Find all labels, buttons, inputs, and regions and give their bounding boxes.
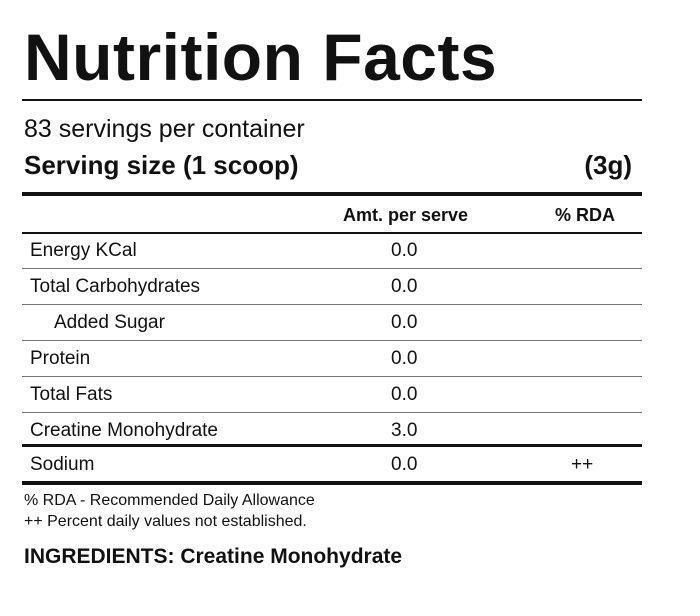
nutrient-amount: 0.0 (391, 348, 418, 369)
servings-per-container: 83 servings per container (24, 115, 305, 143)
nutrient-table: Energy KCal 0.0 Total Carbohydrates 0.0 … (22, 233, 642, 449)
nutrient-amount: 0.0 (391, 454, 418, 475)
table-row: Sodium 0.0 ++ (22, 448, 642, 482)
nutrient-name: Protein (30, 348, 91, 369)
nutrient-name: Total Carbohydrates (30, 276, 201, 297)
row-divider (22, 303, 642, 305)
footnote-rda: % RDA - Recommended Daily Allowance (24, 492, 315, 509)
table-row: Total Fats 0.0 (22, 377, 642, 413)
nutrient-name: Total Fats (30, 384, 113, 405)
header-divider (22, 232, 642, 234)
sodium-top-divider (22, 444, 642, 447)
row-divider (22, 267, 642, 269)
nutrition-facts-label: Nutrition Facts 83 servings per containe… (22, 0, 642, 616)
row-divider (22, 375, 642, 377)
nutrient-name: Creatine Monohydrate (30, 420, 218, 441)
serving-divider (22, 192, 642, 196)
table-row: Energy KCal 0.0 (22, 233, 642, 269)
nutrient-amount: 3.0 (391, 420, 418, 441)
table-row: Total Carbohydrates 0.0 (22, 269, 642, 305)
nutrient-amount: 0.0 (391, 276, 418, 297)
serving-size-label: Serving size (1 scoop) (24, 150, 299, 180)
label-title: Nutrition Facts (24, 20, 498, 94)
nutrient-name: Added Sugar (54, 312, 165, 333)
table-row: Creatine Monohydrate 3.0 (22, 413, 642, 449)
row-divider (22, 339, 642, 341)
amount-column-header: Amt. per serve (343, 205, 469, 225)
sodium-bottom-divider (22, 481, 642, 485)
nutrient-name: Energy KCal (30, 240, 137, 261)
serving-size-value: (3g) (584, 150, 632, 180)
nutrient-rda: ++ (571, 454, 594, 475)
ingredients-line: INGREDIENTS: Creatine Monohydrate (24, 545, 403, 568)
nutrient-amount: 0.0 (391, 312, 418, 333)
row-divider (22, 411, 642, 413)
footnote-dv: ++ Percent daily values not established. (24, 513, 307, 530)
nutrient-amount: 0.0 (391, 240, 418, 261)
title-divider (22, 99, 642, 101)
table-row: Added Sugar 0.0 (22, 305, 642, 341)
nutrient-name: Sodium (30, 454, 95, 475)
nutrient-amount: 0.0 (391, 384, 418, 405)
rda-column-header: % RDA (555, 205, 616, 225)
table-row: Protein 0.0 (22, 341, 642, 377)
serving-size-row: Serving size (1 scoop) (3g) (24, 150, 632, 181)
